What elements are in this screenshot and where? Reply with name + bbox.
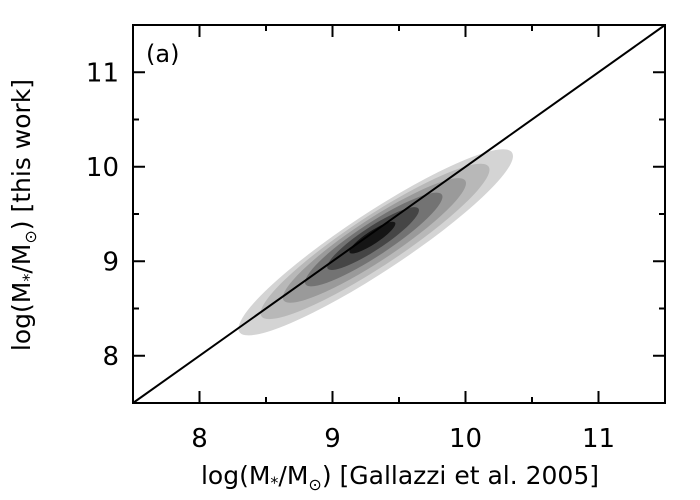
- one-to-one-line: [132, 24, 666, 404]
- density-contour-level-6: [349, 221, 396, 254]
- x-tick-label: 11: [582, 424, 615, 454]
- x-tick-label: 8: [191, 424, 208, 454]
- y-tick-labels: 8 9 10 11: [86, 58, 119, 372]
- panel-label: (a): [146, 40, 179, 68]
- axis-ticks: [132, 24, 666, 404]
- y-tick-label: 9: [102, 247, 119, 277]
- y-tick-label: 10: [86, 153, 119, 183]
- y-axis-title: log(M*/M⊙) [this work]: [7, 79, 40, 351]
- y-tick-label: 11: [86, 58, 119, 88]
- y-tick-label: 8: [102, 342, 119, 372]
- density-contours: [238, 149, 513, 336]
- x-tick-label: 9: [324, 424, 341, 454]
- x-tick-labels: 8 9 10 11: [191, 424, 615, 454]
- x-tick-label: 10: [449, 424, 482, 454]
- x-axis-title: log(M*/M⊙) [Gallazzi et al. 2005]: [201, 461, 599, 494]
